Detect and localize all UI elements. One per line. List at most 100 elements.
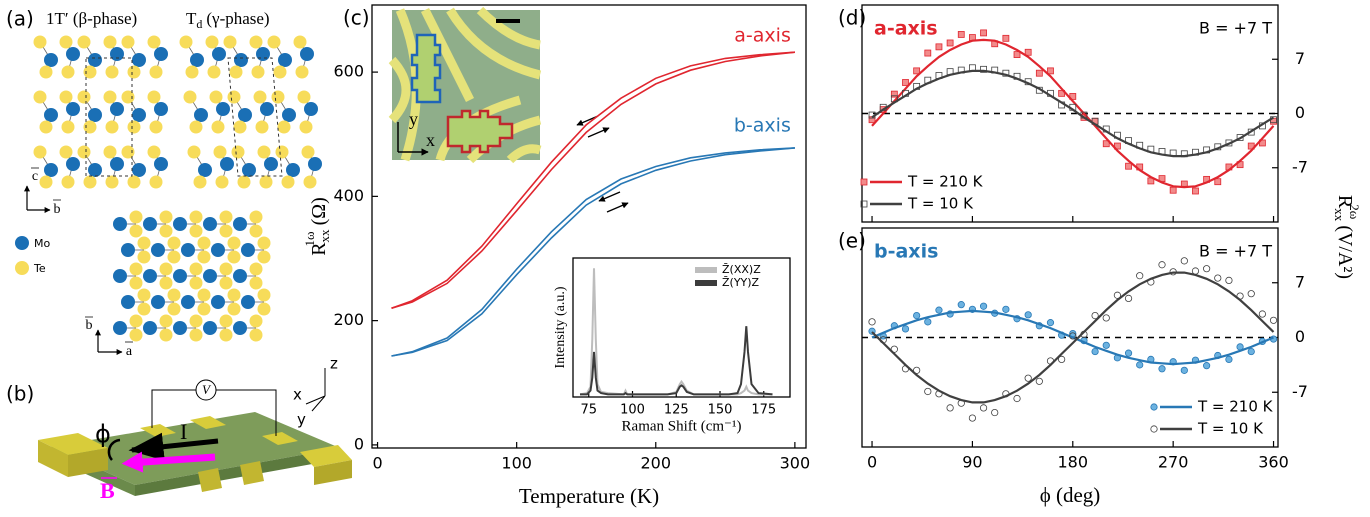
te-atom [211,120,225,134]
data-point [913,67,921,75]
y-tick-label: 7 [1295,49,1305,68]
legend-label: T = 210 K [907,173,984,191]
data-point [979,302,988,310]
mo-atom [173,269,187,283]
te-atom [61,65,75,79]
mo-atom [190,53,204,67]
panel-label: (e) [838,229,866,253]
mo-legend-marker [15,236,29,250]
axis-letter: c [32,169,38,184]
field-label: B = +7 T [1199,242,1272,261]
axis-title-sub: xx [317,229,332,243]
te-atom [105,175,119,189]
mo-atom [132,53,146,67]
mo-atom [110,47,124,61]
te-atom [213,145,227,159]
fit-line [871,271,1275,404]
mo-atom [66,157,80,171]
data-point [946,404,954,412]
te-atom [219,314,233,328]
te-atom [167,250,181,264]
mo-atom [203,217,217,231]
te-atom [83,120,97,134]
te-atom [167,236,181,250]
te-atom [207,65,221,79]
te-atom [257,302,271,316]
field-label: B = +7 T [1199,19,1272,38]
data-point [890,90,898,98]
te-atom [229,65,243,79]
te-atom [39,120,53,134]
panel-label: (c) [343,6,370,30]
mo-atom [181,295,195,309]
te-atom [249,224,263,238]
axes-arrows [24,167,133,355]
mo-atom [143,269,157,283]
te-atom [219,276,233,290]
te-atom [233,120,247,134]
data-line [391,51,795,309]
mo-atom [241,243,255,257]
mo-atom [211,295,225,309]
te-atom [137,250,151,264]
te-atom [249,210,263,224]
data-point [957,301,965,309]
te-atom [303,175,317,189]
data-point [935,43,943,51]
legend-marker [860,178,868,186]
phase-title: Td (γ-phase) [186,9,270,31]
te-atom [137,302,151,316]
fit-line [871,309,1274,366]
te-atom [301,145,315,159]
mo-atom [220,157,234,171]
te-atom [281,175,295,189]
y-tick-label: 0 [1295,103,1305,122]
axis-title: Rxx1ω (Ω) [302,197,332,256]
te-atom [227,250,241,264]
y-axis-title: Intensity (a.u.) [553,286,568,368]
te-atom [257,145,271,159]
te-atom [129,276,143,290]
x-tick-label: 300 [780,454,811,473]
mo-atom [241,295,255,309]
te-atom [189,314,203,328]
axis-letter: b [86,318,93,333]
data-point [1046,319,1055,327]
te-atom [159,210,173,224]
data-point [1102,341,1110,349]
te-atom [255,120,269,134]
data-point [1002,34,1010,42]
te-atom [121,35,135,49]
legend-label: T = 210 K [1197,398,1274,416]
te-atom [103,35,117,49]
x-tick-label: 0 [372,454,382,473]
x-axis-title: Temperature (K) [519,484,659,508]
te-atom [219,262,233,276]
te-atom [299,120,313,134]
axis-title-base: R [308,242,330,256]
data-line [391,147,795,357]
te-atom [189,210,203,224]
optical-image [388,6,542,164]
mo-atom [151,243,165,257]
y-tick-label: 0 [1295,327,1305,346]
te-atom [121,90,135,104]
data-point [1035,69,1043,77]
te-atom [77,90,91,104]
te-atom [159,328,173,342]
te-atom [59,90,73,104]
y-tick-label: 400 [333,186,364,205]
panel-label: (a) [6,7,34,31]
data-line [580,326,773,396]
te-atom [137,288,151,302]
x-tick-label: 100 [620,403,645,418]
te-atom [187,145,201,159]
mo-atom [181,243,195,257]
y-tick-label: 600 [333,62,364,81]
mo-atom [203,321,217,335]
te-atom [167,302,181,316]
data-point [1091,347,1099,356]
mo-atom [44,53,58,67]
mo-atom [264,157,278,171]
data-point [1158,261,1166,269]
